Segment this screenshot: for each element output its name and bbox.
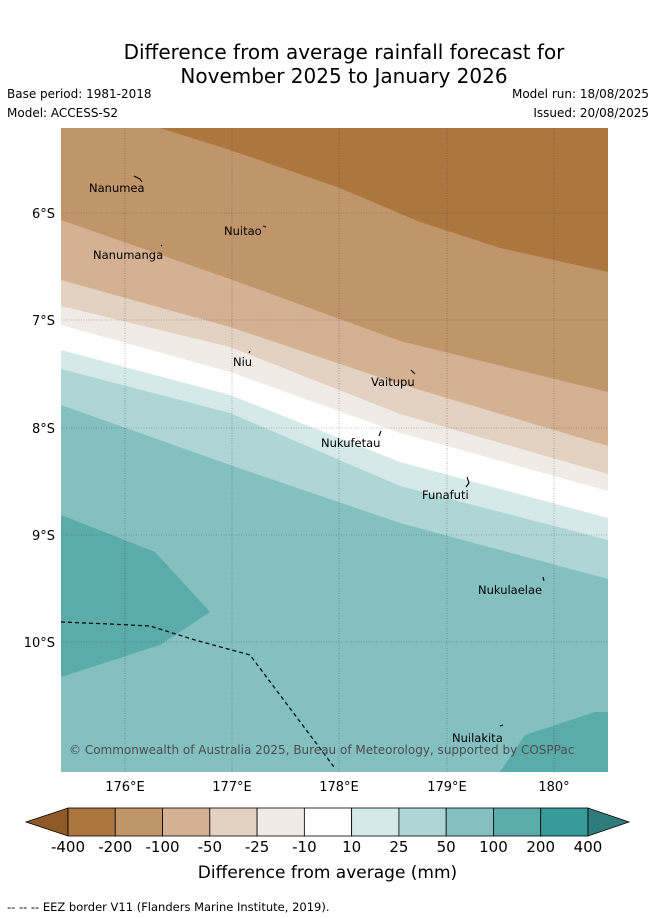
lat-tick-label: 8°S [32, 422, 55, 437]
lat-tick-label: 9°S [32, 529, 55, 544]
copyright-notice: © Commonwealth of Australia 2025, Bureau… [69, 743, 574, 757]
lon-tick-label: 177°E [212, 780, 252, 795]
place-label: Niu [233, 355, 252, 369]
colorbar-arrow-low [24, 807, 69, 837]
eez-border-note: -- -- -- EEZ border V11 (Flanders Marine… [7, 900, 330, 914]
colorbar-arrow-high [587, 807, 631, 837]
base-period: Base period: 1981-2018 [7, 87, 152, 101]
colorbar-tick-label: -200 [98, 838, 133, 856]
place-label: Funafuti [422, 488, 469, 502]
place-label: Nukufetau [321, 436, 380, 450]
colorbar-segment [445, 807, 494, 837]
colorbar-title: Difference from average (mm) [197, 863, 458, 883]
lat-tick-label: 10°S [24, 636, 55, 651]
band-minus200-400 [160, 128, 608, 272]
place-label: Nuitao [224, 224, 262, 238]
lon-tick-label: 180° [538, 780, 569, 795]
rainfall-bands [61, 128, 608, 772]
lon-tick-label: 179°E [427, 780, 467, 795]
model-name: Model: ACCESS-S2 [7, 106, 119, 120]
colorbar-segment [540, 807, 589, 837]
colorbar-tick-label: 400 [573, 838, 603, 856]
colorbar-segment [351, 807, 400, 837]
place-label: Nukulaelae [478, 583, 542, 597]
colorbar-tick-label: 10 [342, 838, 362, 856]
lon-tick-label: 178°E [319, 780, 359, 795]
colorbar-segment [493, 807, 542, 837]
issued-date: Issued: 20/08/2025 [533, 106, 649, 120]
band-100-200-west [61, 515, 210, 677]
lat-tick-label: 6°S [32, 207, 55, 222]
colorbar-segment [114, 807, 163, 837]
place-label: Nuilakita [452, 731, 503, 745]
colorbar-tick-label: 50 [436, 838, 456, 856]
colorbar [24, 807, 631, 837]
colorbar-segment [303, 807, 353, 837]
lon-tick-label: 176°E [105, 780, 145, 795]
eez-border [60, 621, 335, 768]
colorbar-segment [67, 807, 116, 837]
colorbar-tick-label: 100 [479, 838, 508, 856]
colorbar-tick-label: -25 [244, 838, 270, 856]
place-label: Nanumanga [93, 248, 163, 262]
colorbar-segment [256, 807, 305, 837]
title-line2: November 2025 to January 2026 [180, 64, 508, 88]
colorbar-segment [162, 807, 211, 837]
lat-tick-label: 7°S [32, 314, 55, 329]
graticule [61, 128, 608, 772]
band-100-200-southeast [500, 712, 608, 772]
colorbar-tick-label: -50 [197, 838, 223, 856]
colorbar-tick-label: 200 [526, 838, 556, 856]
colorbar-tick-label: 25 [389, 838, 409, 856]
colorbar-tick-label: -10 [292, 838, 317, 856]
title-line1: Difference from average rainfall forecas… [123, 40, 565, 64]
colorbar-segment [209, 807, 258, 837]
islands [133, 175, 545, 727]
place-label: Vaitupu [371, 375, 415, 389]
place-label: Nanumea [89, 181, 145, 195]
model-run-date: Model run: 18/08/2025 [511, 87, 649, 101]
colorbar-tick-label: -400 [50, 838, 86, 856]
colorbar-segment [398, 807, 447, 837]
colorbar-tick-label: -100 [145, 838, 180, 856]
